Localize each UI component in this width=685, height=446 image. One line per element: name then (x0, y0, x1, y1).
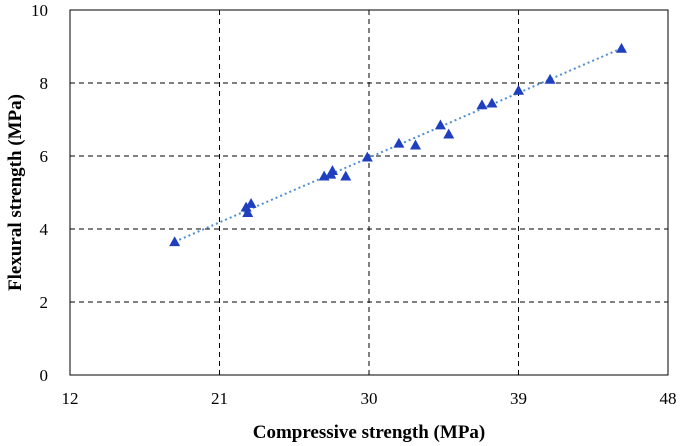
x-tick-labels: 12 21 30 39 48 (62, 389, 677, 408)
y-tick-label: 10 (31, 1, 48, 20)
y-tick-label: 4 (40, 220, 49, 239)
data-point (486, 97, 498, 108)
data-point (443, 128, 455, 139)
data-point (615, 42, 627, 53)
data-point (361, 151, 373, 162)
x-axis-title: Compressive strength (MPa) (253, 422, 486, 443)
y-tick-label: 8 (40, 74, 49, 93)
data-point (434, 119, 446, 130)
x-tick-label: 12 (62, 389, 79, 408)
data-point (544, 73, 556, 84)
data-point (513, 84, 524, 95)
data-point (240, 201, 252, 212)
data-point (410, 139, 422, 150)
y-tick-label: 2 (40, 293, 49, 312)
data-point (242, 207, 254, 217)
x-tick-label: 30 (361, 389, 378, 408)
x-tick-label: 48 (660, 389, 677, 408)
data-point (245, 197, 257, 208)
x-tick-label: 39 (510, 389, 527, 408)
data-point (476, 99, 488, 110)
data-point (340, 170, 352, 181)
data-point (326, 165, 338, 175)
y-tick-label: 6 (40, 147, 49, 166)
x-tick-label: 21 (211, 389, 228, 408)
grid-lines (70, 10, 668, 375)
plot-area-frame (69, 9, 669, 376)
data-point (169, 236, 181, 247)
data-point (393, 137, 405, 148)
y-tick-label: 0 (40, 366, 49, 385)
y-axis-title: Flexural strength (MPa) (5, 94, 26, 291)
data-points (169, 42, 627, 247)
y-tick-labels: 0 2 4 6 8 10 (31, 1, 49, 385)
